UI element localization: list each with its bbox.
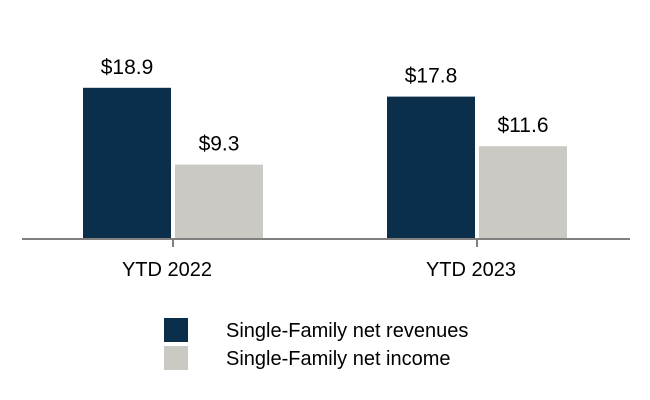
data-label-series0-cat1: $17.8 (405, 65, 458, 88)
legend-swatch-0 (164, 318, 188, 342)
bar-series1-cat1 (479, 146, 567, 239)
bar-series0-cat0 (83, 87, 171, 239)
x-tick-label-1: YTD 2023 (426, 259, 516, 281)
bar-series0-cat1 (387, 96, 475, 239)
data-label-series1-cat0: $9.3 (199, 133, 240, 156)
legend-label-1: Single-Family net income (226, 348, 451, 370)
bar-series1-cat0 (175, 164, 263, 239)
data-label-series0-cat0: $18.9 (101, 56, 154, 79)
bar-labels-group: $18.9 $9.3 $17.8 $11.6 (101, 56, 549, 156)
x-ticks-group: YTD 2022 YTD 2023 (122, 239, 516, 281)
legend-label-0: Single-Family net revenues (226, 320, 468, 342)
bars-group (83, 87, 567, 239)
data-label-series1-cat1: $11.6 (498, 114, 549, 137)
legend-swatch-1 (164, 346, 188, 370)
x-tick-label-0: YTD 2022 (122, 259, 212, 281)
legend: Single-Family net revenues Single-Family … (164, 318, 468, 370)
